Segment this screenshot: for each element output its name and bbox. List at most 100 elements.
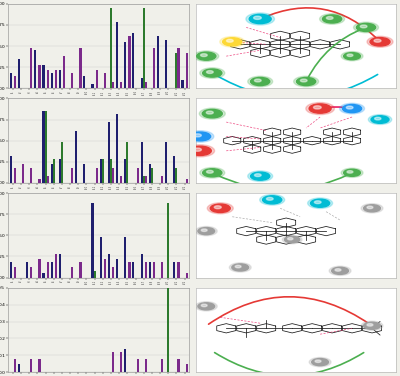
Bar [18, 364, 20, 372]
Circle shape [332, 267, 348, 274]
Bar [110, 8, 112, 88]
Circle shape [223, 38, 242, 46]
Circle shape [194, 148, 201, 151]
Circle shape [315, 360, 321, 362]
Bar [104, 259, 106, 277]
Circle shape [335, 269, 341, 271]
Bar [151, 168, 153, 183]
Bar [149, 164, 151, 183]
Circle shape [326, 17, 333, 20]
Bar [132, 262, 134, 277]
Circle shape [195, 226, 217, 236]
Bar [116, 22, 118, 88]
Bar [94, 271, 96, 277]
Bar [143, 176, 145, 183]
Circle shape [189, 146, 211, 155]
Bar [83, 164, 86, 183]
Circle shape [344, 53, 360, 60]
Circle shape [214, 206, 221, 209]
Bar [161, 359, 163, 372]
Circle shape [202, 109, 222, 118]
Circle shape [347, 171, 353, 173]
Bar [63, 56, 65, 88]
Circle shape [200, 68, 225, 78]
Bar [120, 352, 122, 372]
Bar [161, 176, 163, 183]
Circle shape [296, 77, 316, 86]
Bar [186, 364, 188, 372]
Circle shape [232, 264, 249, 271]
Circle shape [198, 227, 215, 235]
Bar [186, 53, 188, 88]
Bar [14, 359, 16, 372]
Bar [178, 48, 180, 88]
Bar [112, 267, 114, 277]
Circle shape [342, 105, 362, 113]
Bar [50, 262, 53, 277]
Bar [124, 42, 126, 88]
Circle shape [206, 170, 213, 173]
Bar [30, 359, 32, 372]
Circle shape [371, 116, 389, 123]
Bar [71, 73, 73, 88]
Bar [137, 168, 139, 183]
Bar [100, 237, 102, 277]
Circle shape [254, 79, 261, 82]
Bar [38, 179, 41, 183]
Bar [126, 143, 128, 183]
FancyArrowPatch shape [208, 297, 370, 324]
Circle shape [254, 174, 261, 177]
Circle shape [251, 172, 270, 180]
Bar [79, 262, 82, 277]
Bar [153, 48, 155, 88]
Bar [22, 164, 24, 183]
FancyArrowPatch shape [215, 353, 364, 376]
FancyArrowPatch shape [323, 107, 349, 108]
Bar [38, 359, 41, 372]
Bar [83, 76, 86, 88]
Circle shape [226, 39, 233, 42]
Bar [167, 203, 169, 277]
Bar [47, 262, 49, 277]
Circle shape [201, 304, 207, 307]
Bar [47, 70, 49, 88]
Bar [61, 143, 63, 183]
Circle shape [197, 52, 216, 60]
Circle shape [312, 359, 328, 365]
Bar [149, 262, 151, 277]
Bar [116, 259, 118, 277]
Bar [140, 78, 143, 88]
Bar [26, 262, 28, 277]
Circle shape [310, 199, 330, 207]
Bar [175, 53, 178, 88]
Bar [124, 237, 126, 277]
Circle shape [207, 203, 233, 214]
Circle shape [284, 237, 300, 243]
Bar [167, 240, 169, 372]
Circle shape [367, 206, 373, 209]
Bar [55, 70, 57, 88]
Bar [145, 82, 147, 88]
Circle shape [309, 104, 331, 113]
Circle shape [364, 205, 380, 212]
Bar [128, 36, 130, 88]
Bar [18, 59, 20, 88]
Bar [50, 73, 53, 88]
Circle shape [199, 108, 225, 119]
Bar [34, 50, 36, 88]
Bar [102, 159, 104, 183]
Bar [132, 33, 134, 88]
Circle shape [190, 132, 211, 141]
Circle shape [260, 194, 285, 205]
Circle shape [341, 52, 363, 61]
Bar [75, 130, 77, 183]
Circle shape [361, 204, 383, 213]
Bar [145, 262, 147, 277]
Bar [145, 176, 147, 183]
Bar [186, 273, 188, 277]
Bar [71, 267, 73, 277]
Circle shape [248, 76, 273, 87]
Bar [10, 262, 12, 277]
Bar [96, 168, 98, 183]
Circle shape [187, 131, 214, 142]
